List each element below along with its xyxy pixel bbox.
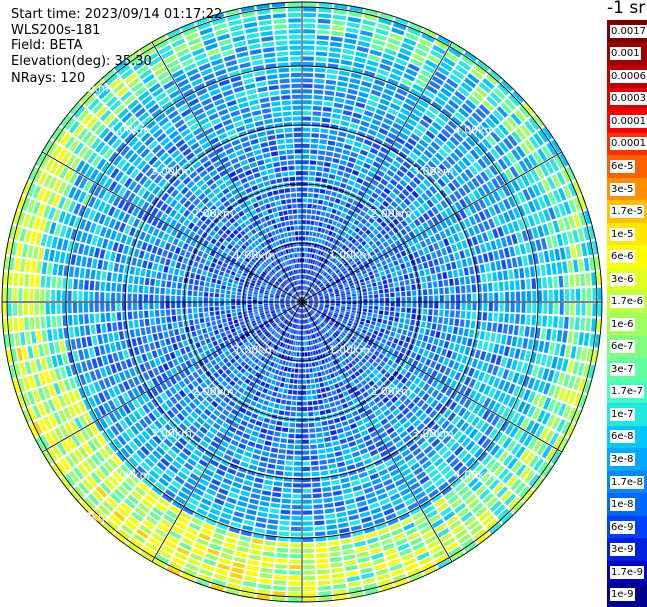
colorbar-tick-label: 0.0006 [610, 69, 647, 83]
elevation-label: Elevation(deg): 35.30 [11, 54, 152, 69]
colorbar-tick-label: 3e-7 [610, 362, 635, 376]
colorbar-tick-label: 1.7e-6 [610, 295, 645, 309]
range-ring-labels: 1.00km 1.00km 1.00km 1.00km 2.00km 2.00km 2.00… [67, 82, 495, 524]
field-label: Field: BETA [11, 38, 83, 53]
range-ring-label: 1.00km [329, 249, 371, 262]
range-ring-label: 2.00km [370, 207, 412, 220]
radial-spoke [151, 301, 303, 563]
colorbar-tick-label: 1e-6 [610, 317, 635, 331]
colorbar-tick-label: 0.00017 [610, 114, 647, 128]
range-ring-label: 4.00km [454, 469, 496, 482]
colorbar-tick-label: 1.7e-8 [610, 475, 645, 489]
center-marker [297, 297, 307, 307]
range-ring-grid [1, 1, 603, 603]
range-ring-label: 3.00km [412, 427, 454, 440]
colorbar-tick-label: 3e-8 [610, 453, 635, 466]
colorbar-tick-label: 1e-8 [610, 498, 635, 512]
range-ring-label: 2.00km [370, 385, 412, 398]
colorbar-tick-label: 1.7e-5 [610, 205, 645, 219]
colorbar-tick-label: 6e-8 [610, 430, 635, 444]
radial-spoke [301, 41, 453, 303]
range-ring-label: 3.00km [150, 165, 192, 178]
colorbar-tick-label: 0.0003 [610, 92, 647, 106]
nrays-label: NRays: 120 [11, 71, 86, 86]
colorbar-tick-label: 6e-9 [610, 520, 635, 534]
range-ring-label: 1.00km [329, 343, 371, 356]
range-ring-label: 4.00km [109, 469, 151, 482]
range-ring-label: 5.00km [67, 82, 109, 95]
ppi-plot: 1.00km 1.00km 1.00km 1.00km 2.00km 2.00km 2.00… [1, 1, 603, 603]
range-ring-label: 3.00km [412, 165, 454, 178]
radial-spoke [151, 41, 303, 303]
range-ring-label: 2.00km [192, 385, 234, 398]
ppi-wedges [2, 2, 602, 602]
colorbar-tick-label: 1e-9 [610, 588, 635, 602]
colorbar-tick-label: 0.001 [610, 47, 641, 61]
colorbar-tick-label: 1.7e-7 [610, 385, 645, 399]
range-ring-label: 4.00km [454, 123, 496, 136]
colorbar-tick-label: 3e-9 [610, 543, 635, 557]
colorbar-tick-label: 3e-6 [610, 272, 635, 286]
range-ring-label: 5.00km [67, 510, 109, 523]
colorbar-tick-label: 6e-7 [610, 340, 635, 354]
colorbar-tick-label: 6e-5 [610, 160, 635, 173]
range-ring-label: 3.00km [150, 427, 192, 440]
radial-spoke [301, 151, 563, 303]
colorbar-tick-label: 3e-5 [610, 182, 635, 196]
colorbar-tick-label: 1.7e-9 [610, 565, 645, 579]
colorbar-unit-label: -1 sr [607, 0, 646, 18]
radial-spoke [301, 301, 453, 563]
range-ring-label: 2.00km [192, 207, 234, 220]
colorbar: 0.0017 0.001 0.0006 0.0003 0.00017 0.0001 6e-5… [607, 20, 647, 607]
colorbar-tick-label: 1e-7 [610, 407, 635, 421]
range-ring-label: 4.00km [109, 123, 151, 136]
colorbar-tick-label: 1e-5 [610, 227, 635, 241]
colorbar-tick-label: 0.0001 [610, 137, 647, 151]
start-time-label: Start time: 2023/09/14 01:17:22 [11, 7, 223, 22]
radial-spoke [41, 301, 303, 453]
radial-spoke [41, 151, 303, 303]
range-ring-label: 1.00km [234, 249, 276, 262]
instrument-label: WLS200s-181 [11, 23, 101, 38]
range-ring-label: 1.00km [234, 343, 276, 356]
colorbar-tick-label: 0.0017 [610, 24, 647, 38]
radial-spoke [301, 301, 563, 453]
colorbar-tick-label: 6e-6 [610, 250, 635, 264]
